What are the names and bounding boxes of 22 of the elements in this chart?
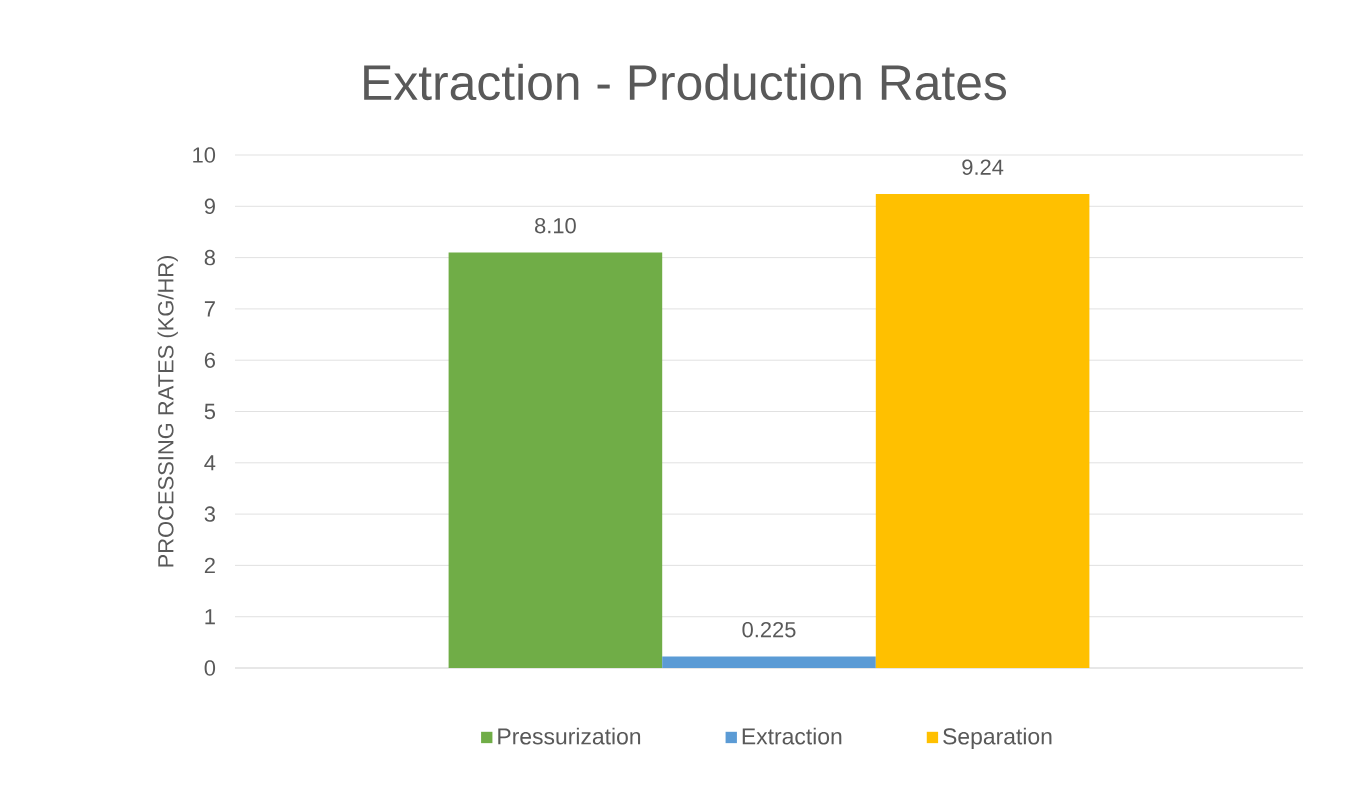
bar [875,193,1090,668]
legend-label: Extraction [742,727,842,745]
bar [448,252,663,668]
y-tick-label: 5 [204,403,216,420]
y-tick-label: 0 [204,660,216,676]
y-axis-title: PROCESSING RATES (KG/HR) [157,255,178,567]
y-tick-label: 2 [204,557,215,574]
legend-label: Separation [943,727,1052,750]
y-tick-label: 9 [204,198,215,215]
data-label: 9.24 [962,159,1004,175]
y-tick-label: 8 [204,249,215,266]
y-tick-label: 3 [204,506,215,522]
data-label: 8.10 [535,217,576,234]
y-tick-label: 1 [205,609,215,625]
bar [662,656,876,668]
y-tick-label: 10 [193,147,216,163]
chart-title: Extraction - Production Rates [364,63,1007,101]
y-tick-label: 6 [204,352,215,368]
y-tick-label: 4 [204,455,216,471]
y-tick-label: 7 [204,301,215,317]
data-label: 0.225 [742,621,796,638]
legend-label: Pressurization [498,727,641,745]
